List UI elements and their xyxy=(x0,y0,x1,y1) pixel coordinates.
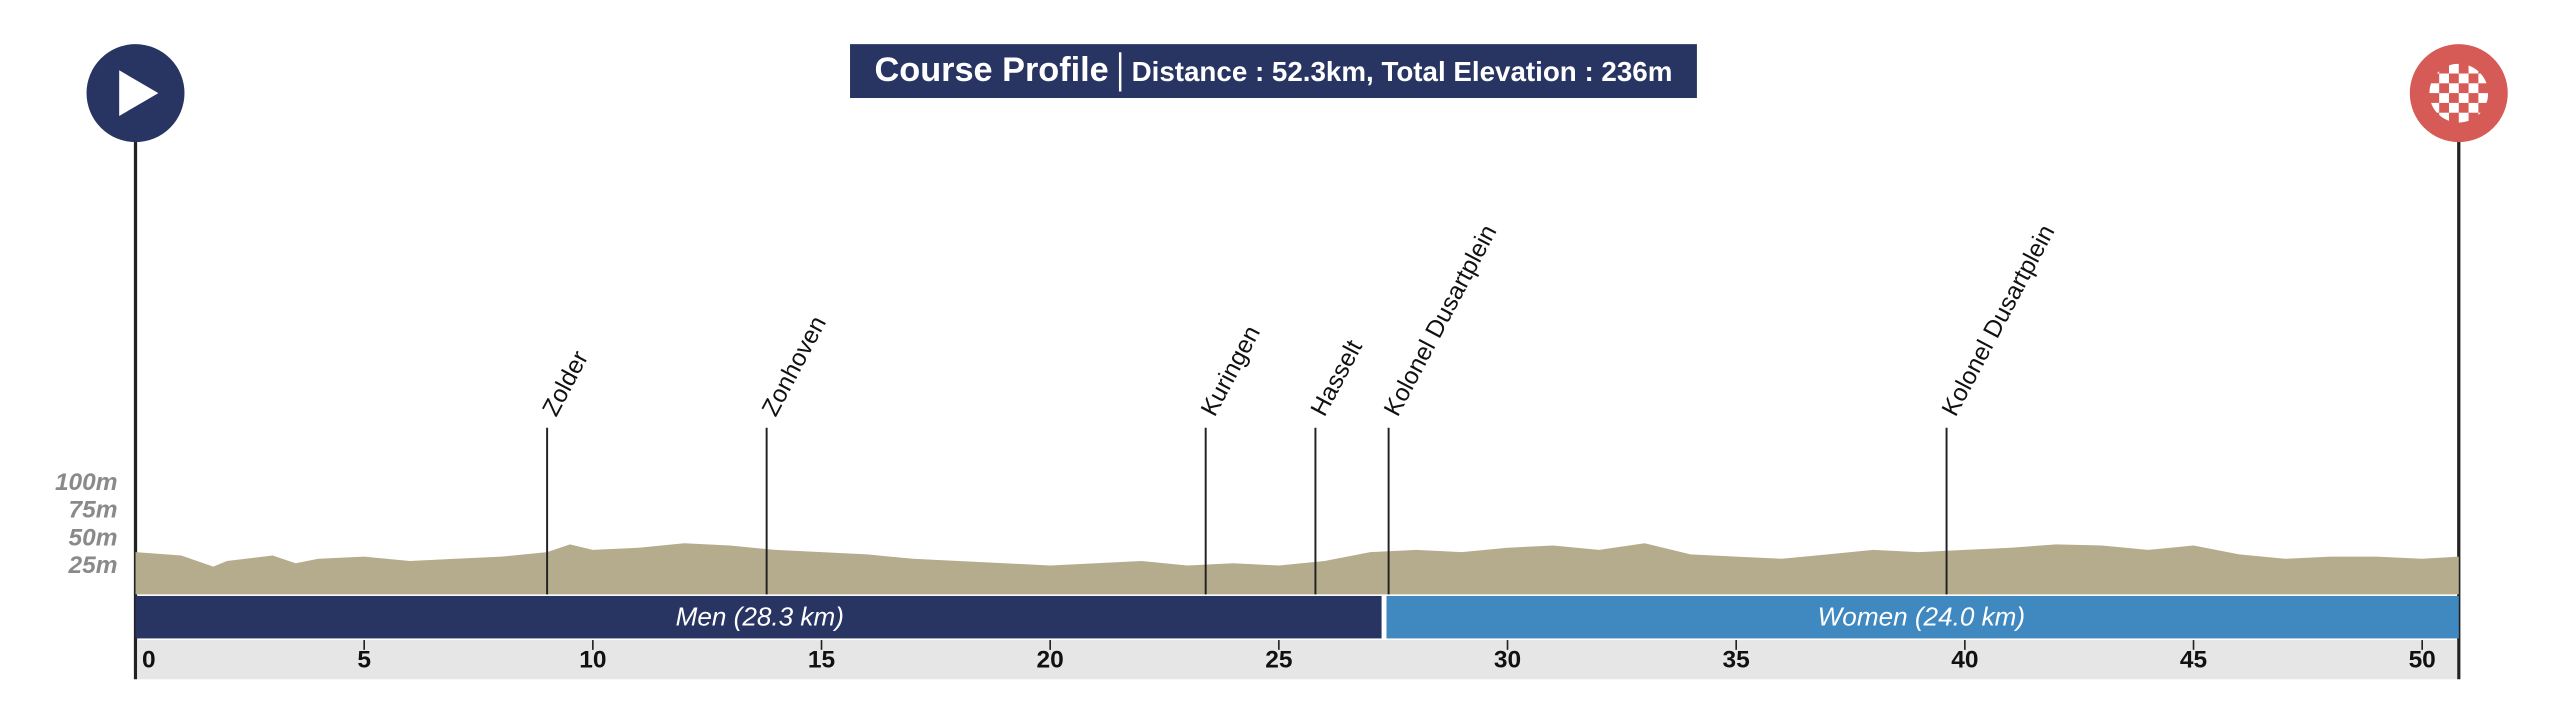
chart-subtitle: Distance : 52.3km, Total Elevation : 236… xyxy=(1132,56,1673,87)
segment-bar xyxy=(135,595,1382,639)
segment-label: Women (24.0 km) xyxy=(1818,602,2025,632)
elevation-area xyxy=(135,543,2459,595)
checker-square xyxy=(2429,102,2440,113)
place-label: Kolonel Dusartplein xyxy=(1379,221,1502,421)
place-label: Kuringen xyxy=(1196,321,1266,420)
x-tick-label: 45 xyxy=(2180,647,2207,674)
x-tick-label: 5 xyxy=(357,647,371,674)
place-label: Zonhoven xyxy=(757,312,832,421)
checker-square xyxy=(2439,112,2449,123)
chart-title: Course Profile xyxy=(875,51,1109,89)
x-tick-label: 40 xyxy=(1951,647,1978,674)
place-label: Kolonel Dusartplein xyxy=(1937,221,2060,421)
x-tick-label: 25 xyxy=(1265,647,1292,674)
checker-square xyxy=(2468,102,2479,113)
x-tick-label: 15 xyxy=(808,647,835,674)
x-tick-label: 0 xyxy=(142,647,156,674)
title-box xyxy=(850,44,1697,99)
checker-square xyxy=(2448,102,2459,113)
checker-square xyxy=(2458,73,2469,84)
y-tick-label: 100m xyxy=(55,469,118,496)
checker-square xyxy=(2448,63,2459,74)
y-tick-label: 25m xyxy=(68,552,118,579)
checker-square xyxy=(2458,93,2469,103)
checker-square xyxy=(2468,63,2479,74)
x-axis-strip xyxy=(137,640,2458,680)
y-tick-label: 50m xyxy=(69,524,118,551)
x-tick-label: 35 xyxy=(1723,647,1750,674)
checker-square xyxy=(2458,112,2469,123)
checker-square xyxy=(2439,93,2449,103)
place-label: Hasselt xyxy=(1306,336,1368,421)
checker-square xyxy=(2429,83,2440,94)
x-tick-label: 20 xyxy=(1037,647,1064,674)
x-tick-label: 30 xyxy=(1494,647,1521,674)
play-icon xyxy=(119,70,159,116)
checker-square xyxy=(2439,73,2449,84)
x-tick-label: 10 xyxy=(579,647,606,674)
checker-square xyxy=(2478,73,2489,84)
segment-bar xyxy=(1386,595,2459,639)
checker-square xyxy=(2468,83,2479,94)
checker-square xyxy=(2478,93,2489,103)
place-label: Zolder xyxy=(538,347,594,421)
y-tick-label: 75m xyxy=(69,497,118,524)
segment-label: Men (28.3 km) xyxy=(676,602,844,632)
checker-square xyxy=(2448,83,2459,94)
x-tick-label: 50 xyxy=(2409,647,2436,674)
